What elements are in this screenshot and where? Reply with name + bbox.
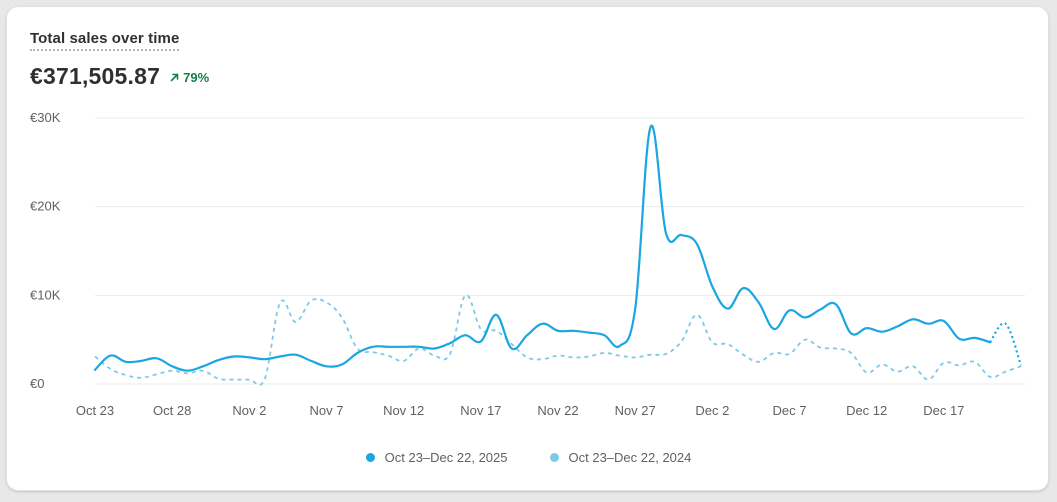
metric-row: €371,505.87 79% — [30, 63, 209, 90]
x-tick-label: Nov 27 — [615, 403, 656, 418]
series-line-previous — [94, 294, 1022, 386]
x-tick-label: Dec 7 — [773, 403, 807, 418]
card-title[interactable]: Total sales over time — [30, 30, 180, 51]
legend-dot-previous — [549, 453, 559, 462]
total-sales-value: €371,505.87 — [30, 63, 161, 89]
x-tick-label: Oct 28 — [153, 403, 191, 418]
sales-line-chart[interactable]: €0 €10K €20K €30K Oct 23 Oct 28 Nov 2 Nov 7 Nov … — [7, 7, 1050, 437]
x-tick-label: Nov 7 — [310, 403, 344, 418]
x-tick-label: Dec 12 — [846, 403, 887, 418]
delta-badge: 79% — [170, 70, 209, 85]
y-tick-label: €30K — [30, 110, 61, 125]
legend-dot-current — [365, 453, 375, 462]
y-tick-label: €20K — [30, 199, 61, 214]
delta-value: 79% — [183, 70, 210, 85]
arrow-up-right-icon — [170, 73, 179, 82]
x-tick-label: Nov 22 — [537, 403, 578, 418]
x-tick-label: Dec 2 — [695, 403, 729, 418]
legend-item-current[interactable]: Oct 23–Dec 22, 2025 — [365, 450, 508, 465]
series-line-current-projected — [989, 322, 1023, 366]
legend-label-previous: Oct 23–Dec 22, 2024 — [568, 450, 692, 465]
series-line-current — [93, 124, 992, 372]
x-tick-label: Nov 12 — [383, 403, 424, 418]
x-tick-label: Oct 23 — [76, 403, 114, 418]
x-tick-label: Nov 2 — [232, 403, 266, 418]
y-tick-label: €10K — [30, 287, 61, 302]
legend-item-previous[interactable]: Oct 23–Dec 22, 2024 — [549, 450, 692, 465]
y-tick-label: €0 — [30, 376, 44, 391]
legend-label-current: Oct 23–Dec 22, 2025 — [384, 450, 508, 465]
x-tick-label: Dec 17 — [923, 403, 964, 418]
x-tick-label: Nov 17 — [460, 403, 501, 418]
chart-legend: Oct 23–Dec 22, 2025 Oct 23–Dec 22, 2024 — [7, 450, 1050, 465]
sales-card: Total sales over time €371,505.87 79% €0… — [6, 6, 1049, 491]
